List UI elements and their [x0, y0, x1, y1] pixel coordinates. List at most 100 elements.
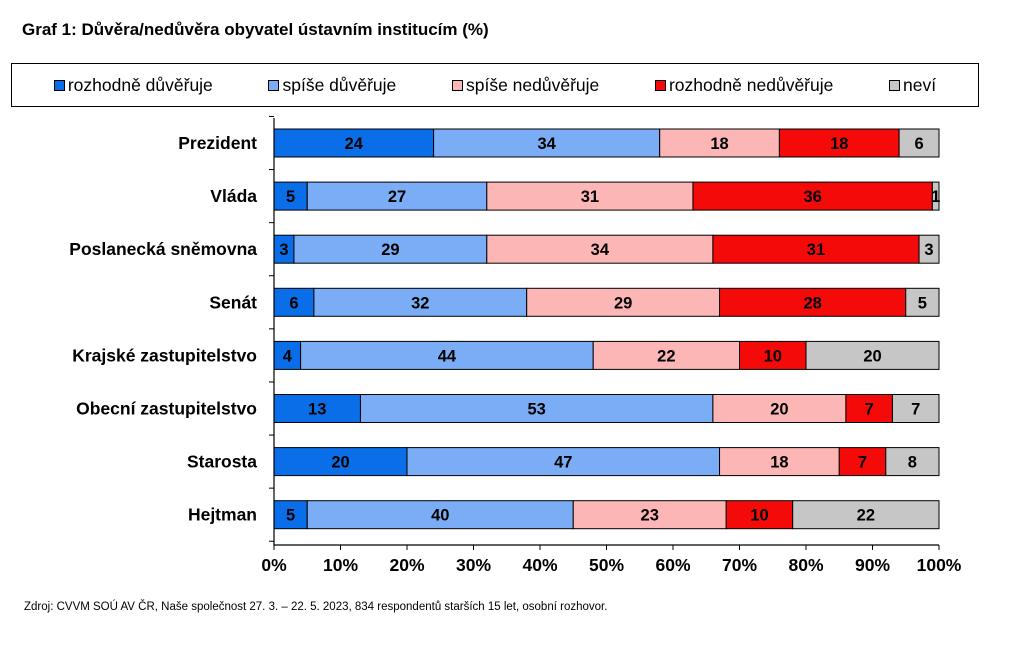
data-label: 32 — [411, 294, 429, 312]
source-note: Zdroj: CVVM SOÚ AV ČR, Naše společnost 2… — [24, 601, 608, 613]
bar-segment — [293, 234, 488, 264]
data-label: 53 — [527, 401, 545, 419]
bar-segment — [433, 128, 661, 158]
data-label: 5 — [286, 507, 295, 525]
bar-segment — [486, 234, 714, 264]
x-tick-label: 0% — [261, 555, 287, 575]
bar-segment — [725, 500, 794, 530]
data-label: 31 — [581, 188, 599, 206]
bar-segment — [526, 287, 721, 317]
data-label: 34 — [591, 241, 610, 259]
data-label: 20 — [331, 454, 349, 472]
data-label: 3 — [279, 241, 288, 259]
legend-swatch — [268, 79, 280, 91]
bar-segment — [739, 340, 807, 370]
data-label: 6 — [914, 135, 923, 153]
data-label: 36 — [803, 188, 821, 206]
bar-segment — [306, 500, 574, 530]
data-label: 18 — [830, 135, 848, 153]
bar-segment — [359, 394, 714, 423]
bar-segment — [805, 340, 940, 370]
bar-segment — [918, 234, 940, 264]
data-label: 10 — [750, 507, 768, 525]
data-label: 7 — [858, 454, 867, 472]
legend-swatch — [654, 79, 666, 91]
data-label: 28 — [803, 294, 821, 312]
legend-swatch — [53, 79, 65, 91]
legend-label: neví — [903, 74, 937, 95]
bar-segment — [273, 394, 361, 423]
x-tick-label: 70% — [722, 555, 757, 575]
category-label: Krajské zastupitelstvo — [72, 345, 257, 365]
legend-label: rozhodně důvěřuje — [67, 74, 213, 95]
legend-item: spíše důvěřuje — [268, 75, 396, 96]
data-label: 7 — [865, 401, 874, 419]
data-label: 6 — [289, 294, 298, 312]
legend-item: rozhodně důvěřuje — [53, 74, 213, 96]
data-label: 34 — [537, 135, 556, 153]
x-tick-label: 20% — [389, 555, 424, 575]
legend-swatch — [889, 79, 901, 91]
data-label: 10 — [764, 347, 782, 365]
x-tick-label: 10% — [323, 555, 358, 575]
bar-segment — [778, 128, 900, 158]
bar-segment — [845, 394, 893, 423]
x-tick-label: 100% — [917, 555, 962, 575]
data-label: 31 — [807, 241, 825, 259]
data-label: 18 — [710, 135, 728, 153]
x-tick-label: 50% — [589, 555, 624, 575]
bar-segment — [273, 287, 315, 317]
category-label: Obecní zastupitelstvo — [76, 399, 257, 419]
data-label: 8 — [908, 454, 917, 472]
data-label: 1 — [931, 188, 940, 206]
bar-segment — [486, 181, 694, 211]
bar-segment — [931, 181, 940, 211]
bar-segment — [712, 234, 920, 264]
x-tick-label: 30% — [456, 555, 491, 575]
data-label: 5 — [286, 188, 295, 206]
bar-segment — [905, 287, 940, 317]
bar-segment — [898, 128, 940, 158]
x-tick-label: 80% — [788, 555, 823, 575]
bar-segment — [406, 447, 721, 477]
bar-segment — [306, 181, 488, 211]
data-label: 3 — [924, 241, 933, 259]
category-label: Starosta — [187, 452, 257, 472]
bar-segment — [313, 287, 528, 317]
legend-label: spíše důvěřuje — [282, 74, 397, 95]
legend-item: rozhodně nedůvěřuje — [654, 75, 833, 96]
x-tick-label: 60% — [655, 555, 690, 575]
chart-title: Graf 1: Důvěra/nedůvěra obyvatel ústavní… — [22, 20, 489, 39]
data-label: 23 — [641, 507, 659, 525]
data-label: 27 — [388, 188, 406, 206]
bar-segment — [891, 394, 940, 423]
data-label: 20 — [770, 401, 788, 419]
data-label: 20 — [863, 347, 881, 365]
data-label: 40 — [431, 507, 449, 525]
data-label: 22 — [857, 507, 875, 525]
data-label: 22 — [657, 347, 675, 365]
bar-segment — [692, 181, 933, 211]
bar-segment — [885, 447, 940, 477]
data-label: 29 — [614, 294, 632, 312]
data-label: 7 — [911, 401, 920, 419]
x-tick-label: 90% — [855, 555, 890, 575]
legend-item: spíše nedůvěřuje — [451, 74, 600, 96]
category-label: Hejtman — [188, 505, 257, 525]
bar-segment — [712, 394, 847, 423]
category-label: Senát — [209, 292, 257, 312]
data-label: 5 — [918, 294, 927, 312]
x-tick-label: 40% — [522, 555, 557, 575]
data-label: 4 — [283, 347, 293, 365]
category-label: Vláda — [210, 186, 257, 206]
bar-segment — [592, 340, 741, 370]
category-label: Poslanecká sněmovna — [69, 239, 257, 259]
data-label: 24 — [345, 135, 364, 153]
legend-swatch — [451, 79, 463, 91]
data-label: 13 — [308, 401, 326, 419]
bar-segment — [719, 287, 907, 317]
legend-label: spíše nedůvěřuje — [465, 74, 600, 95]
bar-segment — [659, 128, 780, 158]
category-label: Prezident — [178, 133, 257, 153]
